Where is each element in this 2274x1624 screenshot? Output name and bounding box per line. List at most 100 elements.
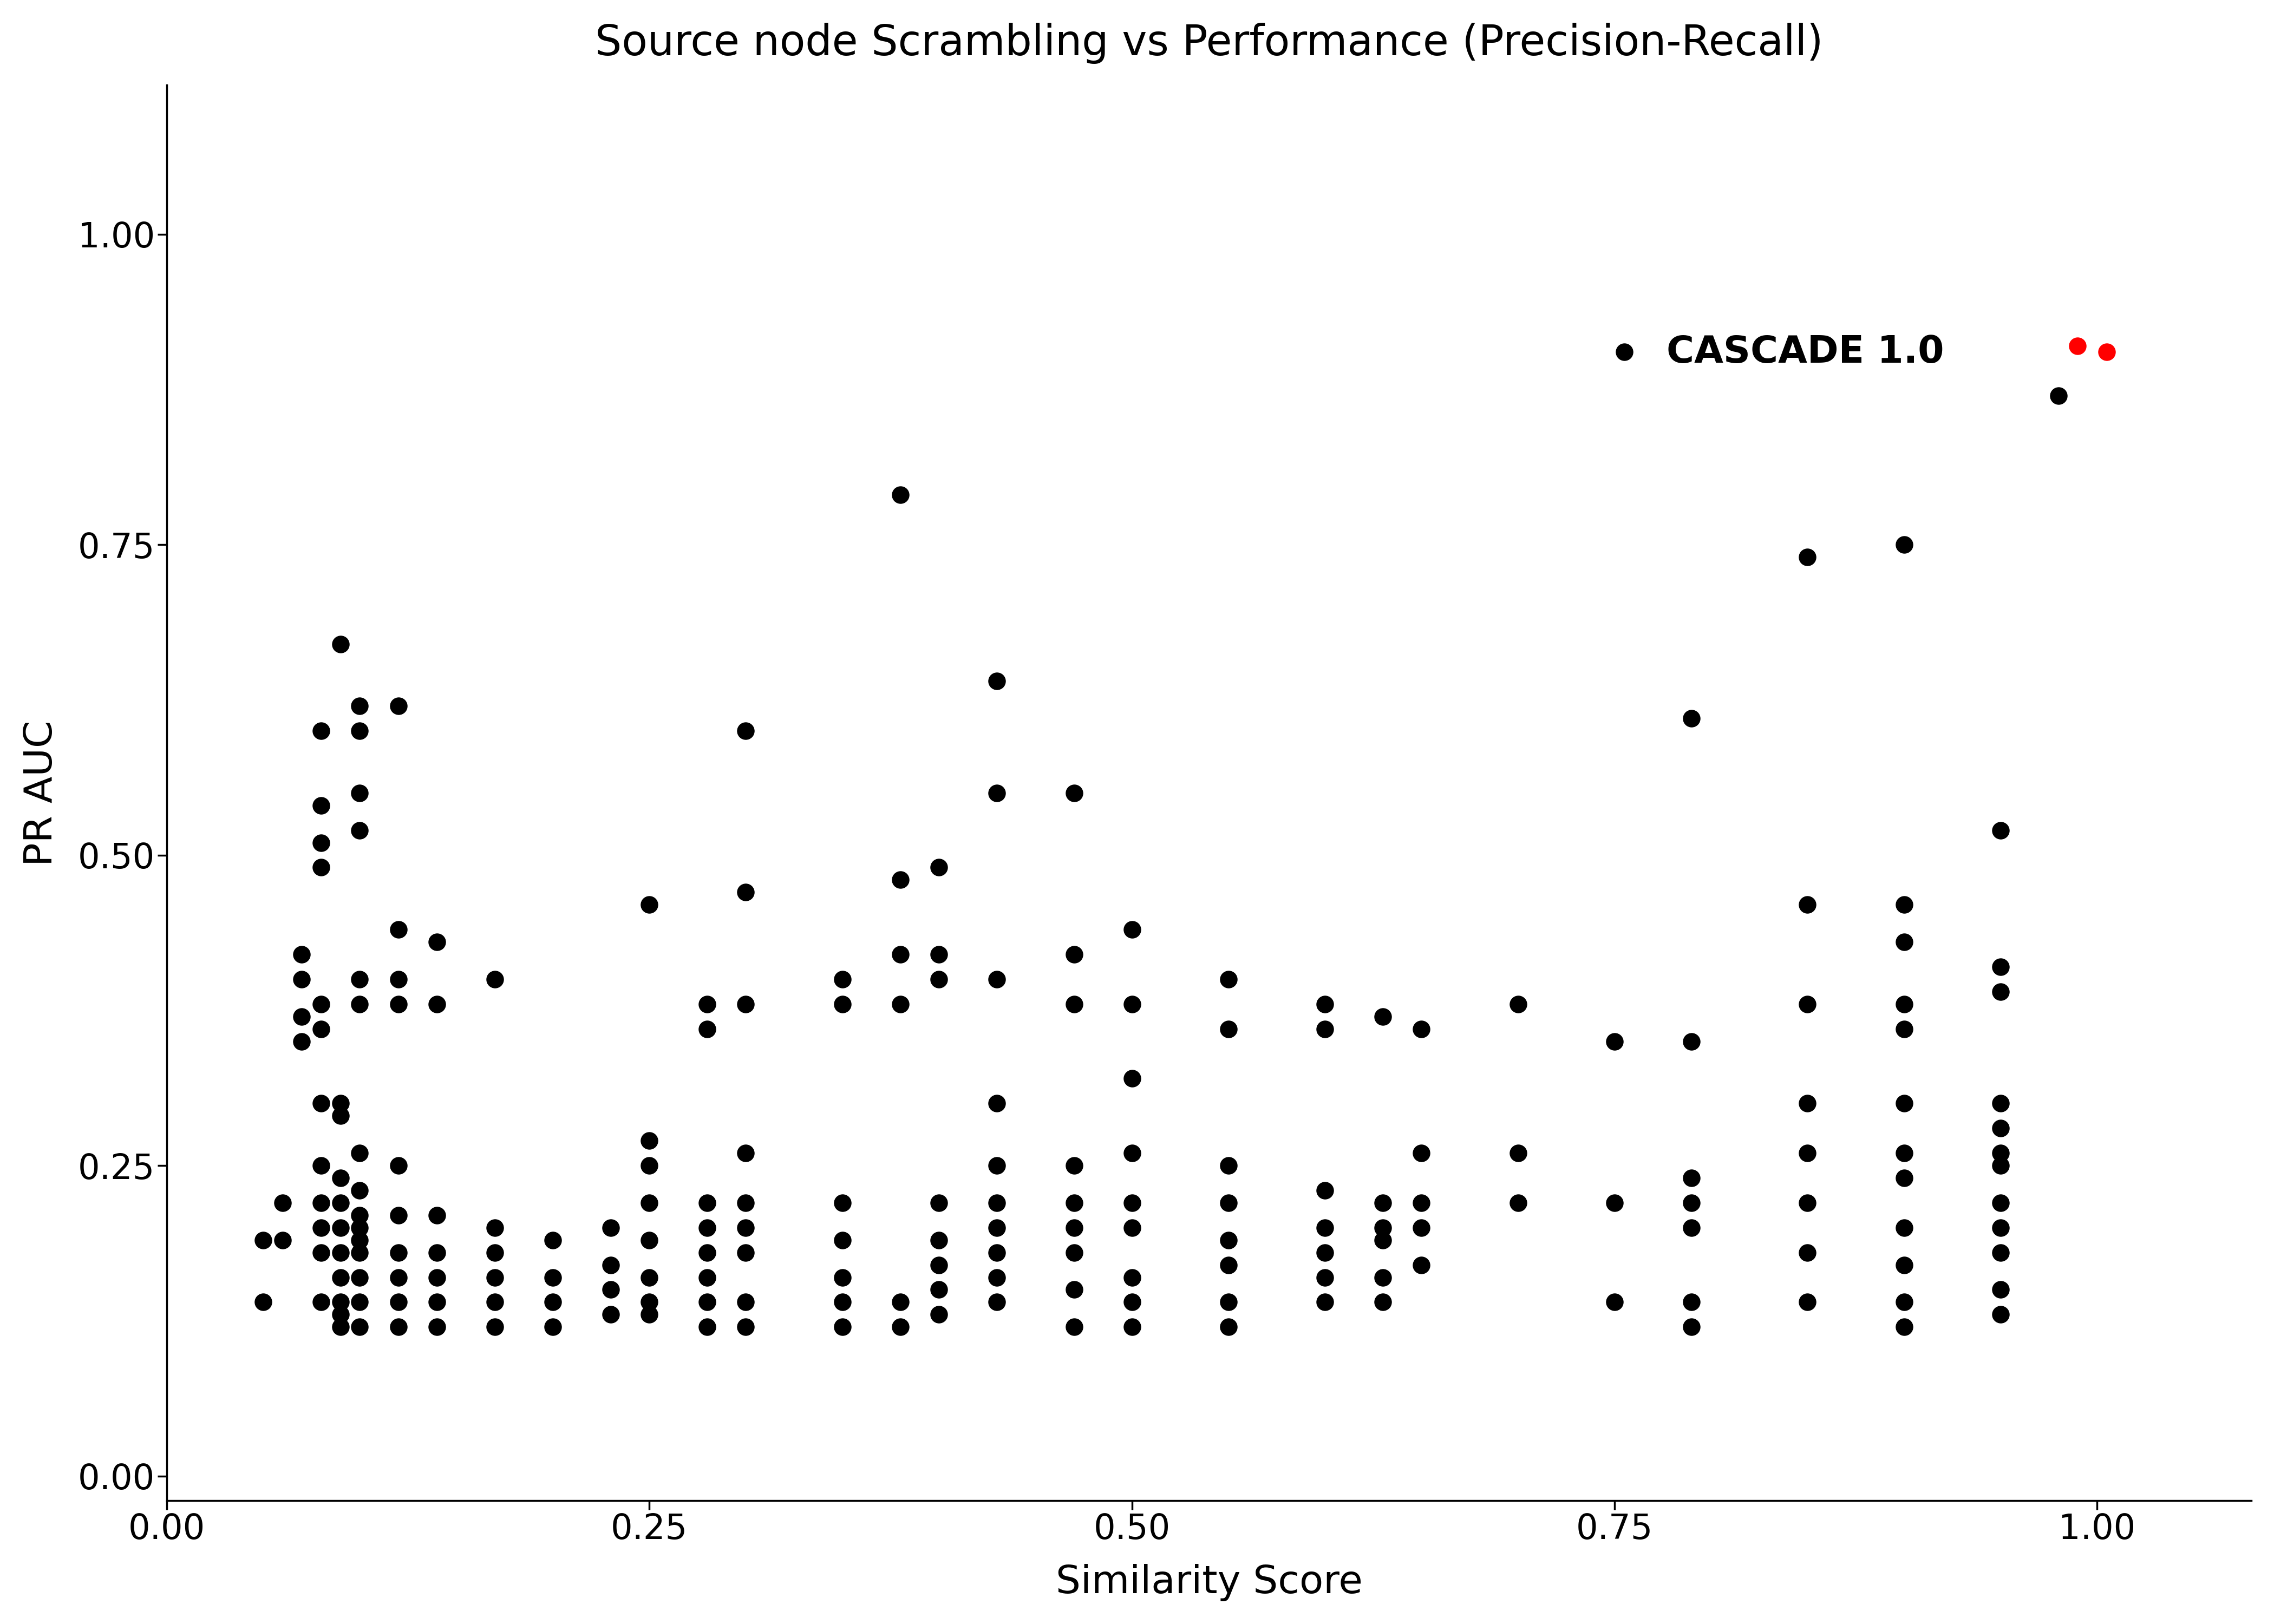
Point <box>341 693 377 719</box>
Point <box>921 966 957 992</box>
Point <box>341 1228 377 1254</box>
Point <box>594 1215 630 1241</box>
Point <box>1983 1190 2019 1216</box>
Point <box>882 867 919 893</box>
Point <box>1885 1215 1922 1241</box>
Point <box>632 1228 669 1254</box>
Point <box>1983 817 2019 843</box>
Point <box>1403 1252 1439 1278</box>
Point <box>1210 1153 1246 1179</box>
Point <box>594 1252 630 1278</box>
Point <box>264 1228 300 1254</box>
Point <box>1403 1215 1439 1241</box>
Point <box>323 1239 359 1265</box>
Point <box>1885 929 1922 955</box>
Point <box>302 1239 339 1265</box>
Point <box>1790 1239 1826 1265</box>
Point <box>341 1314 377 1340</box>
Point <box>418 991 455 1017</box>
Point <box>323 1190 359 1216</box>
Point <box>1501 1140 1537 1166</box>
Point <box>1403 1140 1439 1166</box>
Point <box>341 780 377 806</box>
Point <box>341 1140 377 1166</box>
Point <box>921 1228 957 1254</box>
Point <box>1983 1116 2019 1142</box>
Point <box>302 1289 339 1315</box>
Point <box>978 1153 1014 1179</box>
Point <box>1983 953 2019 979</box>
Point <box>323 1090 359 1116</box>
Point <box>689 1289 725 1315</box>
Point <box>341 966 377 992</box>
Point <box>1674 1289 1710 1315</box>
Point <box>341 817 377 843</box>
Point <box>728 1289 764 1315</box>
Point <box>689 1215 725 1241</box>
Point <box>1055 1153 1092 1179</box>
Point <box>689 991 725 1017</box>
Point <box>689 1017 725 1043</box>
Point <box>246 1289 282 1315</box>
Point <box>1885 1164 1922 1190</box>
Point <box>323 1215 359 1241</box>
Point <box>341 1239 377 1265</box>
Point <box>1674 1314 1710 1340</box>
Point <box>728 1190 764 1216</box>
Point <box>823 1314 860 1340</box>
X-axis label: Similarity Score: Similarity Score <box>1055 1564 1362 1601</box>
Point <box>323 1301 359 1327</box>
Point <box>2088 339 2124 365</box>
Point <box>323 1164 359 1190</box>
Point <box>728 991 764 1017</box>
Point <box>632 1289 669 1315</box>
Point <box>418 1239 455 1265</box>
Point <box>1055 780 1092 806</box>
Point <box>418 1202 455 1228</box>
Point <box>632 1127 669 1153</box>
Point <box>1790 1090 1826 1116</box>
Point <box>302 1090 339 1116</box>
Point <box>341 718 377 744</box>
Point <box>1885 531 1922 557</box>
Point <box>1114 1215 1151 1241</box>
Point <box>1210 1289 1246 1315</box>
Point <box>728 1239 764 1265</box>
Point <box>921 942 957 968</box>
Point <box>882 1314 919 1340</box>
Point <box>264 1190 300 1216</box>
Point <box>1055 1239 1092 1265</box>
Point <box>1674 705 1710 731</box>
Point <box>341 1215 377 1241</box>
Point <box>302 854 339 880</box>
Point <box>1596 1028 1633 1054</box>
Point <box>1055 991 1092 1017</box>
Point <box>1885 1090 1922 1116</box>
Point <box>1364 1190 1401 1216</box>
Point <box>478 1239 514 1265</box>
Point <box>1403 1017 1439 1043</box>
Point <box>380 693 416 719</box>
Point <box>284 1004 321 1030</box>
Point <box>1983 979 2019 1005</box>
Point <box>1885 1252 1922 1278</box>
Point <box>921 1301 957 1327</box>
Point <box>978 1215 1014 1241</box>
Point <box>380 1239 416 1265</box>
Point <box>380 966 416 992</box>
Point <box>534 1289 571 1315</box>
Point <box>2040 383 2076 409</box>
Point <box>1364 1004 1401 1030</box>
Point <box>978 966 1014 992</box>
Point <box>1674 1164 1710 1190</box>
Point <box>478 1215 514 1241</box>
Point <box>823 966 860 992</box>
Point <box>1885 892 1922 918</box>
Point <box>921 1252 957 1278</box>
Point <box>534 1314 571 1340</box>
Point <box>1674 1215 1710 1241</box>
Point <box>1983 1239 2019 1265</box>
Point <box>1983 1090 2019 1116</box>
Point <box>1308 1215 1344 1241</box>
Point <box>1114 991 1151 1017</box>
